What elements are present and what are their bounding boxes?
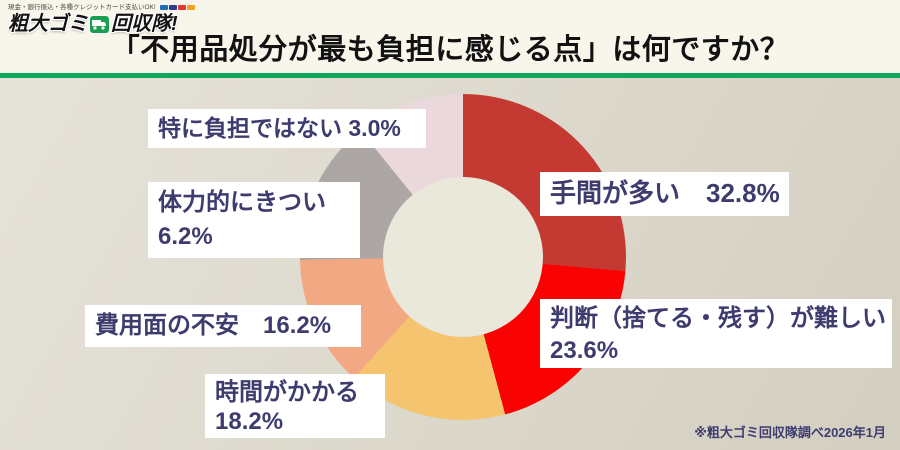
- callout-percent: 6.2%: [158, 223, 213, 250]
- callout-text: 時間がかかる: [215, 379, 359, 406]
- credit-card-icons: [159, 5, 195, 10]
- header-band: [0, 0, 900, 73]
- callout-cost-concern: 費用面の不安 16.2%: [85, 305, 361, 347]
- brand-logotype-right: 回収隊!: [111, 13, 178, 35]
- card-icon: [159, 5, 168, 10]
- source-note: ※粗大ゴミ回収隊調べ2026年1月: [694, 425, 886, 440]
- callout-hard-to-decide: 判断（捨てる・残す）が難しい 23.6%: [540, 299, 892, 368]
- callout-percent: 23.6%: [550, 337, 619, 364]
- card-icon: [168, 5, 177, 10]
- card-icon: [177, 5, 186, 10]
- card-icon: [186, 5, 195, 10]
- brand-logo: 現金・銀行振込・各種クレジットカード支払いOK! 粗大ゴミ 回収隊!: [8, 3, 228, 36]
- page-title: 「不用品処分が最も負担に感じる点」は何ですか？: [110, 34, 790, 66]
- callout-text: 判断（捨てる・残す）が難しい: [550, 305, 886, 332]
- callout-text: 特に負担ではない 3.0%: [158, 115, 401, 141]
- callout-not-a-burden: 特に負担ではない 3.0%: [148, 109, 426, 148]
- callout-text: 費用面の不安 16.2%: [95, 312, 332, 339]
- callout-text: 体力的にきつい: [158, 189, 326, 216]
- callout-much-hassle: 手間が多い 32.8%: [540, 172, 789, 216]
- brand-tagline-text: 現金・銀行振込・各種クレジットカード支払いOK!: [8, 4, 156, 11]
- donut-hole: [383, 177, 543, 337]
- truck-icon: [90, 15, 109, 33]
- brand-logotype-left: 粗大ゴミ: [8, 13, 88, 35]
- callout-physically-hard: 体力的にきつい 6.2%: [148, 182, 360, 258]
- callout-text: 手間が多い 32.8%: [550, 178, 780, 208]
- header-divider: [0, 73, 900, 78]
- brand-logotype: 粗大ゴミ 回収隊!: [8, 12, 228, 36]
- callout-percent: 18.2%: [215, 408, 284, 435]
- callout-takes-time: 時間がかかる 18.2%: [205, 374, 385, 438]
- brand-tagline: 現金・銀行振込・各種クレジットカード支払いOK!: [8, 3, 228, 12]
